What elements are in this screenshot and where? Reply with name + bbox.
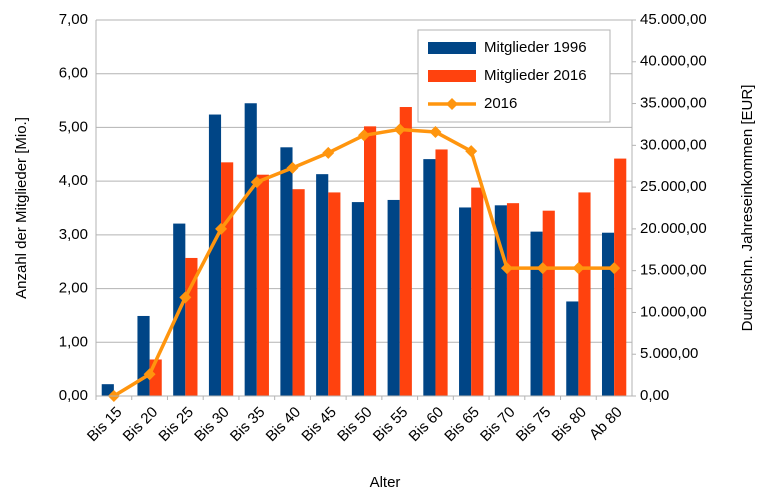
bar: [387, 199, 400, 396]
x-tick-label: Bis 50: [334, 404, 376, 446]
bar: [256, 174, 269, 396]
y2-tick-label: 35.000,00: [640, 95, 707, 112]
y2-tick-label: 25.000,00: [640, 178, 707, 195]
legend-swatch: [428, 70, 476, 82]
y2-tick-label: 10.000,00: [640, 303, 707, 320]
bar: [364, 126, 377, 397]
legend-label: 2016: [484, 95, 517, 112]
bar: [578, 192, 591, 396]
bar: [399, 107, 412, 396]
line-marker: [500, 262, 513, 275]
legend-label: Mitglieder 1996: [484, 39, 587, 56]
bar: [208, 114, 222, 396]
bar: [566, 301, 579, 396]
y-tick-label: 2,00: [59, 280, 88, 297]
x-tick-label: Bis 30: [191, 404, 233, 446]
bar: [506, 203, 520, 396]
line-marker: [429, 125, 442, 138]
bar: [601, 232, 615, 396]
bar: [328, 192, 341, 396]
line-marker: [143, 368, 156, 381]
line-marker: [572, 262, 585, 275]
x-tick-label: Bis 70: [477, 404, 519, 446]
x-tick-label: Bis 25: [155, 404, 197, 446]
y-tick-label: 7,00: [59, 11, 88, 28]
bar: [459, 207, 472, 396]
x-tick-label: Ab 80: [586, 404, 626, 444]
x-tick-label: Bis 65: [441, 404, 483, 446]
y2-tick-label: 20.000,00: [640, 220, 707, 237]
y-tick-label: 0,00: [59, 387, 88, 404]
bar: [280, 147, 293, 396]
bar: [292, 189, 305, 396]
bar: [221, 162, 234, 396]
bar: [471, 187, 484, 396]
x-tick-label: Bis 20: [120, 404, 162, 446]
bar: [435, 149, 448, 396]
bar: [351, 202, 364, 396]
x-tick-label: Bis 15: [84, 404, 126, 446]
legend-label: Mitglieder 2016: [484, 67, 587, 84]
y2-axis-title: Durchschn. Jahreseinkommen [EUR]: [739, 85, 756, 332]
x-tick-label: Bis 80: [549, 404, 591, 446]
y-axis-title: Anzahl der Mitglieder [Mio.]: [13, 117, 30, 299]
line-marker: [393, 123, 406, 136]
line-marker: [322, 146, 335, 159]
line-marker: [179, 291, 192, 304]
y2-tick-label: 30.000,00: [640, 136, 707, 153]
line-marker: [536, 262, 549, 275]
x-tick-label: Bis 55: [370, 404, 412, 446]
line-marker: [465, 145, 478, 158]
line-marker: [286, 161, 299, 174]
y2-tick-label: 0,00: [640, 387, 669, 404]
bar: [542, 210, 555, 396]
legend-swatch: [428, 42, 476, 54]
y2-tick-label: 40.000,00: [640, 53, 707, 70]
x-tick-label: Bis 75: [513, 404, 555, 446]
x-tick-label: Bis 35: [227, 404, 269, 446]
bar: [316, 174, 329, 396]
x-tick-label: Bis 45: [298, 404, 340, 446]
line-marker: [608, 262, 621, 275]
y2-tick-label: 15.000,00: [640, 262, 707, 279]
y-tick-label: 1,00: [59, 333, 88, 350]
x-tick-label: Bis 40: [263, 404, 305, 446]
y-tick-label: 3,00: [59, 226, 88, 243]
y2-tick-label: 5.000,00: [640, 345, 698, 362]
y-tick-label: 4,00: [59, 172, 88, 189]
line-marker: [250, 176, 263, 189]
x-tick-label: Bis 60: [406, 404, 448, 446]
x-axis-title: Alter: [370, 474, 401, 491]
legend-swatch-marker: [446, 98, 458, 110]
bar: [614, 158, 627, 396]
y-tick-label: 6,00: [59, 65, 88, 82]
y2-tick-label: 45.000,00: [640, 11, 707, 28]
line-marker: [358, 129, 370, 142]
bar: [101, 384, 114, 396]
bar: [530, 231, 543, 396]
y-tick-label: 5,00: [59, 118, 88, 135]
bar: [244, 103, 257, 396]
bar: [423, 159, 436, 396]
bar: [137, 315, 150, 396]
line-marker: [215, 222, 228, 235]
